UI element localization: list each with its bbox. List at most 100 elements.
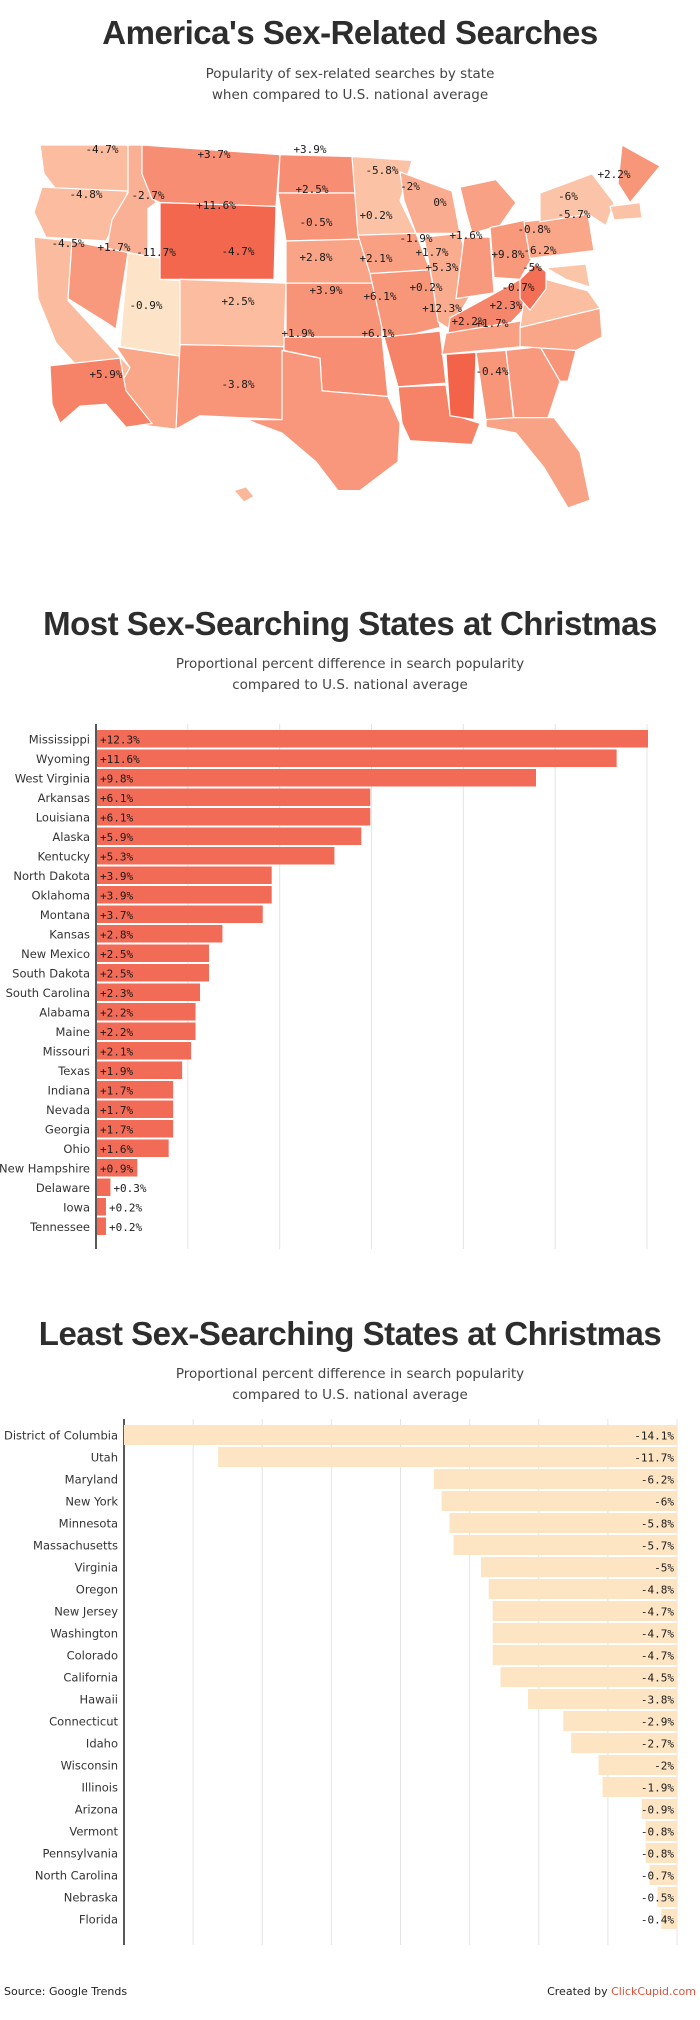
category-label-tennessee: Tennessee xyxy=(29,1220,90,1234)
state-ar xyxy=(383,330,447,388)
data-label-kansas: +2.8% xyxy=(100,928,133,941)
bar-mississippi xyxy=(97,730,648,748)
bar-wyoming xyxy=(97,749,617,767)
bar-delaware xyxy=(97,1178,111,1196)
bar-south-carolina xyxy=(97,983,201,1001)
state-md xyxy=(544,263,591,288)
category-label-hawaii: Hawaii xyxy=(79,1693,118,1707)
state-wv xyxy=(519,263,547,312)
least-subtitle-line2: compared to U.S. national average xyxy=(232,1387,468,1403)
state-oh xyxy=(489,219,537,281)
category-label-virginia: Virginia xyxy=(75,1561,118,1575)
data-label-nevada: +1.7% xyxy=(100,1104,133,1117)
data-label-california: -4.5% xyxy=(641,1672,674,1685)
brand-link[interactable]: ClickCupid.com xyxy=(611,1985,696,1998)
bar-new-york xyxy=(441,1491,677,1511)
state-co xyxy=(179,278,287,348)
state-label-ca: -4.5% xyxy=(51,237,84,250)
bar-illinois xyxy=(602,1777,677,1797)
data-label-oklahoma: +3.9% xyxy=(100,889,133,902)
state-label-md: -6.2% xyxy=(523,244,556,257)
state-label-ar: +6.1% xyxy=(363,290,396,303)
bar-arkansas xyxy=(97,788,371,806)
data-label-washington: -4.7% xyxy=(641,1628,674,1641)
data-label-new-jersey: -4.7% xyxy=(641,1606,674,1619)
bar-north-carolina xyxy=(649,1865,677,1885)
state-label-ks: +2.8% xyxy=(299,251,332,264)
state-label-al: +2.2% xyxy=(451,315,484,328)
category-label-kansas: Kansas xyxy=(49,927,90,941)
bar-alaska xyxy=(97,827,362,845)
category-label-iowa: Iowa xyxy=(63,1200,90,1214)
category-label-california: California xyxy=(63,1671,118,1685)
data-label-west-virginia: +9.8% xyxy=(100,772,133,785)
category-label-oregon: Oregon xyxy=(76,1583,118,1597)
category-label-massachusetts: Massachusetts xyxy=(33,1539,118,1553)
category-label-texas: Texas xyxy=(57,1064,90,1078)
category-label-minnesota: Minnesota xyxy=(59,1517,118,1531)
data-label-pennsylvania: -0.8% xyxy=(641,1848,674,1861)
data-label-new-hampshire: +0.9% xyxy=(100,1162,133,1175)
state-fl xyxy=(485,417,591,509)
data-label-iowa: +0.2% xyxy=(109,1201,142,1214)
state-mo xyxy=(369,269,441,338)
category-label-montana: Montana xyxy=(40,908,90,922)
state-label-sd: +2.5% xyxy=(295,183,328,196)
state-wy xyxy=(159,201,277,280)
category-label-florida: Florida xyxy=(79,1913,118,1927)
category-label-nevada: Nevada xyxy=(46,1103,90,1117)
data-label-maine: +2.2% xyxy=(100,1026,133,1039)
data-label-new-mexico: +2.5% xyxy=(100,948,133,961)
bar-hawaii xyxy=(527,1689,677,1709)
state-label-mo: +2.1% xyxy=(359,252,392,265)
state-label-wv: +9.8% xyxy=(491,248,524,261)
category-label-vermont: Vermont xyxy=(69,1825,118,1839)
state-label-ky: +5.3% xyxy=(425,261,458,274)
least-chart-subtitle: Proportional percent difference in searc… xyxy=(0,1364,700,1406)
data-label-arizona: -0.9% xyxy=(641,1804,674,1817)
bar-new-hampshire xyxy=(97,1159,138,1177)
category-label-north-dakota: North Dakota xyxy=(13,869,90,883)
category-label-oklahoma: Oklahoma xyxy=(31,888,90,902)
map-title: America's Sex-Related Searches xyxy=(102,14,598,51)
category-label-south-carolina: South Carolina xyxy=(6,986,90,1000)
category-label-west-virginia: West Virginia xyxy=(15,771,90,785)
bar-ohio xyxy=(97,1139,169,1157)
state-label-id: -2.7% xyxy=(131,189,164,202)
bar-arizona xyxy=(641,1799,677,1819)
data-label-utah: -11.7% xyxy=(634,1452,674,1465)
state-label-tn: +0.2% xyxy=(409,281,442,294)
state-label-wy: +11.6% xyxy=(196,199,236,212)
bar-nebraska xyxy=(657,1887,677,1907)
data-label-alabama: +2.2% xyxy=(100,1006,133,1019)
category-label-maine: Maine xyxy=(55,1025,90,1039)
state-label-ak: +5.9% xyxy=(89,368,122,381)
bar-south-dakota xyxy=(97,964,209,982)
state-me xyxy=(617,144,661,204)
most-chart-subtitle: Proportional percent difference in searc… xyxy=(0,654,700,696)
bar-wisconsin xyxy=(598,1755,677,1775)
source-note: Source: Google Trends xyxy=(4,1985,128,1998)
most-subtitle-line1: Proportional percent difference in searc… xyxy=(175,656,525,672)
category-label-delaware: Delaware xyxy=(36,1181,90,1195)
state-label-co: -4.7% xyxy=(221,245,254,258)
data-label-indiana: +1.7% xyxy=(100,1084,133,1097)
bar-california xyxy=(500,1667,677,1687)
us-map: -4.7% -4.8% -4.5% -2.7% +1.7% -11.7% -0.9% +3.7… xyxy=(33,143,661,509)
state-label-mn: -5.8% xyxy=(365,164,398,177)
data-label-maryland: -6.2% xyxy=(641,1474,674,1487)
data-label-ohio: +1.6% xyxy=(100,1143,133,1156)
bar-west-virginia xyxy=(97,769,537,787)
bar-maine xyxy=(97,1022,196,1040)
most-bar-chart: Mississippi +12.3% Wyoming +11.6% West Virgi… xyxy=(0,724,648,1249)
data-label-colorado: -4.7% xyxy=(641,1650,674,1663)
state-label-ga: +1.7% xyxy=(475,317,508,330)
state-ny xyxy=(539,173,615,227)
data-label-vermont: -0.8% xyxy=(641,1826,674,1839)
bar-georgia xyxy=(97,1120,174,1138)
state-ak xyxy=(49,357,154,428)
state-label-ok: +3.9% xyxy=(309,284,342,297)
bar-district-of-columbia xyxy=(124,1425,677,1445)
bar-indiana xyxy=(97,1081,174,1099)
bar-montana xyxy=(97,905,263,923)
